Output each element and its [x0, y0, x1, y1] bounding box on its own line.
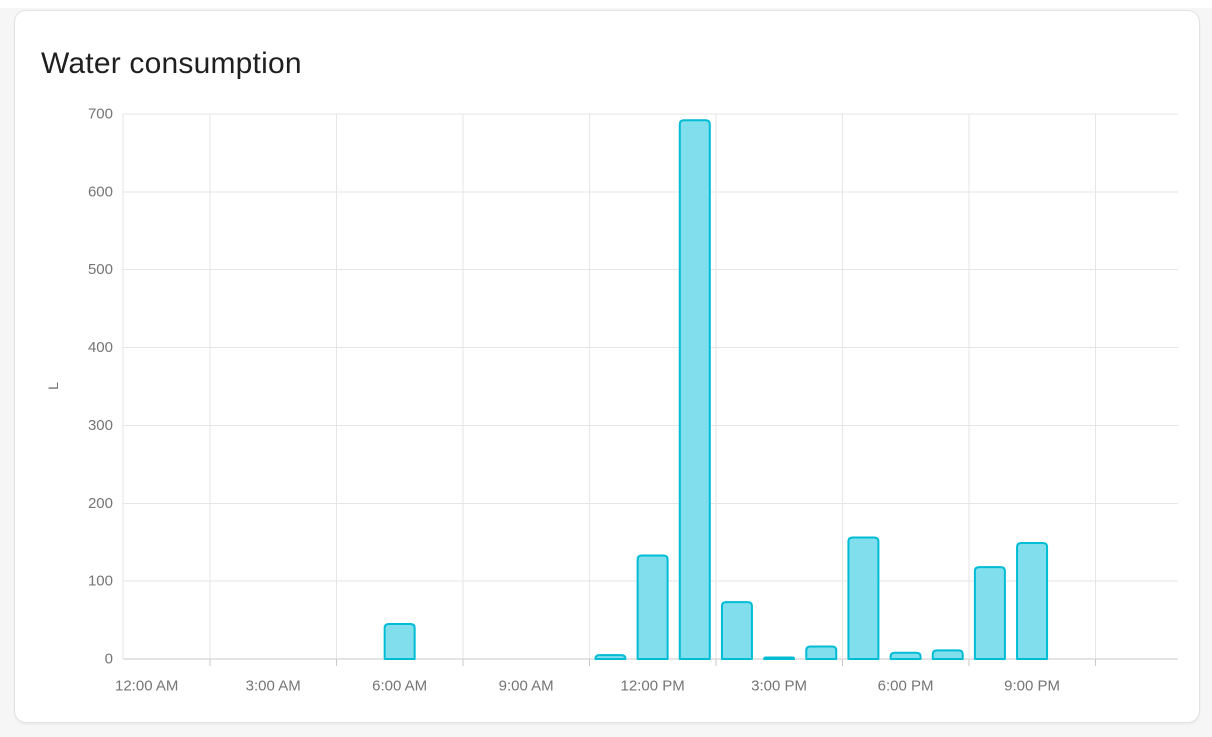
- bar-11-00-am[interactable]: [594, 654, 627, 660]
- x-tick-label: 9:00 AM: [499, 678, 554, 695]
- bar-7-00-pm[interactable]: [931, 649, 964, 660]
- water-consumption-card: Water consumption 0 100 200 300 400 500 600 700…: [14, 10, 1200, 723]
- y-tick-label: 500: [88, 261, 113, 278]
- y-tick-label: 400: [88, 339, 113, 356]
- bar-6-00-pm[interactable]: [889, 651, 922, 660]
- y-tick-label: 0: [105, 651, 113, 668]
- card-title: Water consumption: [41, 47, 302, 80]
- x-tick-label: 9:00 PM: [1004, 678, 1060, 695]
- x-tick-label: 12:00 AM: [115, 678, 178, 695]
- water-consumption-chart[interactable]: 0 100 200 300 400 500 600 700 12:00 AM 3:00 AM 6:0…: [15, 11, 1201, 724]
- bar-5-00-pm[interactable]: [847, 536, 880, 660]
- x-tick-label: 12:00 PM: [621, 678, 685, 695]
- bar-1-00-pm[interactable]: [678, 119, 711, 660]
- bar-8-00-pm[interactable]: [973, 566, 1006, 660]
- y-tick-label: 300: [88, 417, 113, 434]
- y-axis-unit-label: L: [45, 382, 61, 390]
- y-tick-label: 200: [88, 495, 113, 512]
- x-tick-label: 3:00 PM: [751, 678, 807, 695]
- y-tick-label: 600: [88, 183, 113, 200]
- bar-2-00-pm[interactable]: [720, 601, 753, 660]
- x-tick-label: 6:00 AM: [372, 678, 427, 695]
- bar-6-00-am[interactable]: [383, 622, 416, 660]
- bar-12-00-pm[interactable]: [636, 554, 669, 660]
- bar-9-00-pm[interactable]: [1016, 541, 1049, 660]
- y-tick-label: 700: [88, 106, 113, 123]
- x-tick-label: 3:00 AM: [246, 678, 301, 695]
- x-tick-label: 6:00 PM: [878, 678, 934, 695]
- y-tick-label: 100: [88, 573, 113, 590]
- bar-4-00-pm[interactable]: [805, 645, 838, 660]
- bar-3-00-pm[interactable]: [763, 656, 796, 660]
